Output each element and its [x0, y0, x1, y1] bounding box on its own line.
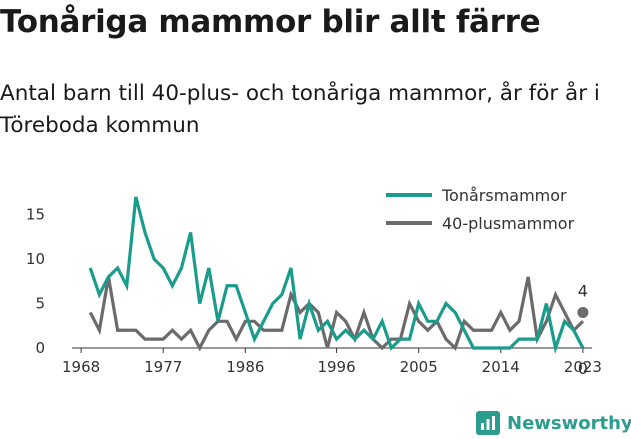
bar-chart-icon — [476, 411, 500, 435]
x-tick-label: 2014 — [482, 358, 520, 376]
brand-logo: Newsworthy — [476, 408, 631, 438]
legend-label-tonarsmammor: Tonårsmammor — [441, 186, 567, 205]
chart-subtitle: Antal barn till 40-plus- och tonåriga ma… — [0, 81, 600, 138]
y-tick-label: 0 — [35, 339, 45, 357]
end-point-40-plusmammor — [577, 306, 589, 318]
end-label-tonarsmammor: 0 — [578, 359, 588, 378]
y-tick-label: 5 — [35, 295, 45, 313]
brand-name: Newsworthy — [507, 412, 631, 434]
series-line-40-plusmammor — [88, 276, 584, 352]
x-tick-label: 1986 — [226, 358, 264, 376]
end-label-40-plusmammor: 4 — [578, 281, 588, 300]
x-tick-label: 1977 — [144, 358, 182, 376]
x-tick-label: 1968 — [62, 358, 100, 376]
chart-title: Tonåriga mammor blir allt färre — [0, 4, 541, 40]
y-tick-label: 15 — [26, 206, 45, 224]
x-tick-label: 2023 — [564, 358, 602, 376]
series-line-tonarsmammor — [88, 196, 585, 355]
x-tick-label: 1996 — [317, 358, 355, 376]
legend-label-40-plusmammor: 40-plusmammor — [442, 214, 575, 233]
y-tick-label: 10 — [26, 250, 45, 268]
x-tick-label: 2005 — [400, 358, 438, 376]
